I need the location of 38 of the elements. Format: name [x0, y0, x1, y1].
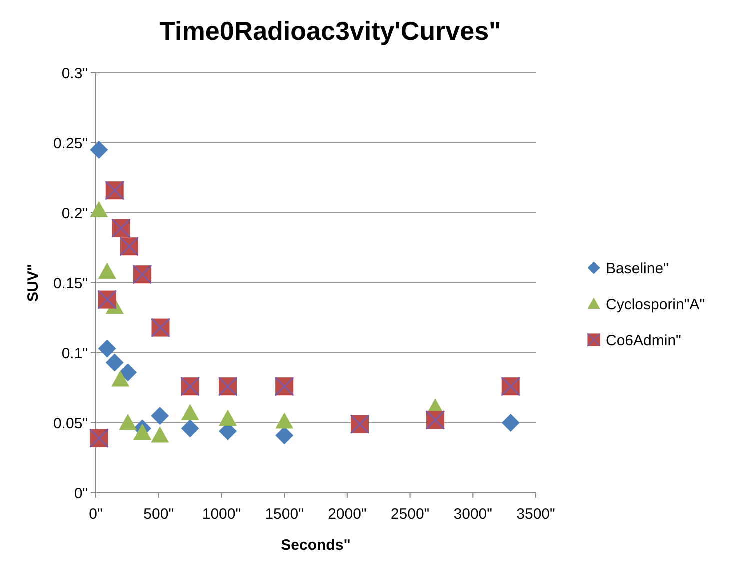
- x-axis-title: Seconds": [281, 537, 351, 554]
- point: [134, 424, 152, 440]
- point: [106, 354, 124, 372]
- y-tick-label: 0.05": [53, 415, 88, 432]
- legend-label: Cyclosporin"A": [606, 296, 706, 314]
- legend-label: Baseline": [606, 260, 669, 278]
- point: [90, 141, 108, 159]
- x-tick-label: 500": [144, 506, 174, 523]
- x-tick-label: 3500": [516, 506, 556, 523]
- point: [219, 410, 237, 426]
- point: [151, 426, 170, 443]
- y-tick-label: 0.3": [62, 65, 88, 82]
- y-tick-label: 0.2": [62, 205, 88, 222]
- point: [502, 414, 520, 432]
- point: [276, 412, 294, 429]
- y-tick-label: 0": [74, 485, 88, 502]
- point: [181, 420, 200, 438]
- point: [181, 404, 200, 420]
- point: [119, 364, 138, 382]
- x-tick-label: 2500": [390, 506, 430, 523]
- x-tick-label: 1000": [202, 506, 242, 523]
- y-tick-label: 0.25": [53, 135, 88, 152]
- point: [98, 340, 116, 358]
- point: [90, 201, 108, 218]
- x-tick-label: 0": [89, 506, 103, 523]
- point: [276, 426, 294, 445]
- chart-title: Time0Radioac3vity'Curves": [160, 16, 502, 46]
- x-tick-label: 2000": [328, 506, 367, 523]
- x-tick-label: 1500": [265, 506, 304, 523]
- x-tick-label: 3000": [454, 506, 492, 523]
- point: [112, 370, 130, 387]
- y-tick-label: 0.1": [62, 345, 88, 362]
- legend-label: Co6Admin": [606, 332, 682, 350]
- point: [151, 407, 170, 425]
- y-tick-label: 0.15": [53, 275, 88, 292]
- point: [119, 414, 138, 430]
- point: [98, 262, 116, 279]
- y-axis-title: SUV": [25, 264, 42, 302]
